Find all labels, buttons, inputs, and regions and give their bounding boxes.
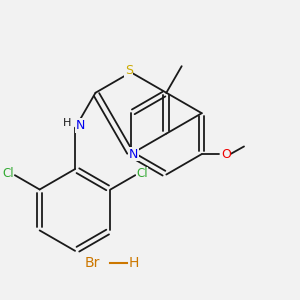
Text: O: O (221, 148, 231, 160)
Text: N: N (75, 119, 85, 132)
Text: Cl: Cl (2, 167, 14, 180)
Text: S: S (125, 64, 133, 77)
Text: H: H (128, 256, 139, 270)
Text: Br: Br (85, 256, 100, 270)
Text: N: N (129, 148, 138, 160)
Text: H: H (63, 118, 72, 128)
Text: Cl: Cl (136, 167, 148, 180)
